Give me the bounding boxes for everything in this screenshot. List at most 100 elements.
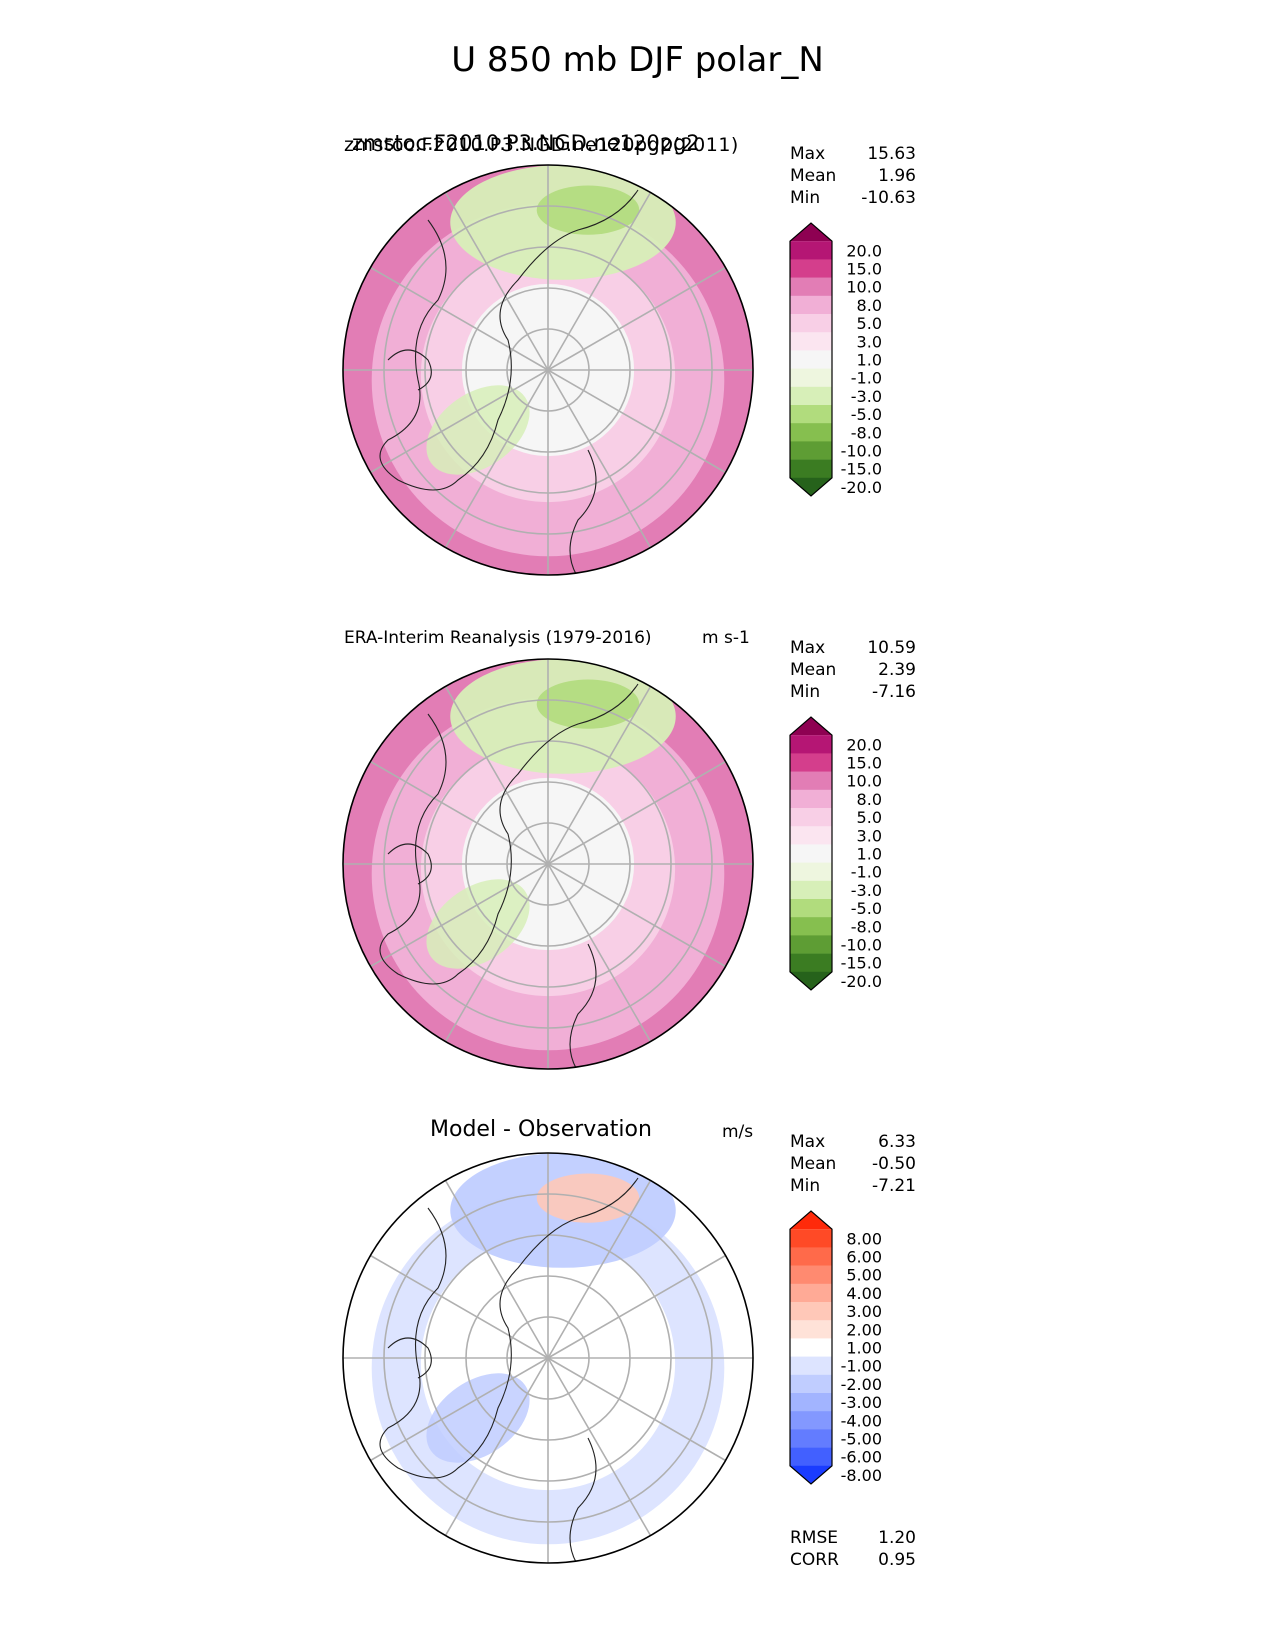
colorbar-tick-label: -2.00 — [841, 1375, 882, 1394]
colorbar-tick-label: -10.0 — [841, 936, 882, 955]
coastline — [569, 449, 599, 575]
coastline — [387, 349, 432, 391]
colorbar-segment — [790, 1374, 832, 1394]
colorbar-outline — [789, 222, 833, 497]
colorbar-segment — [790, 368, 832, 388]
meridian-line — [370, 1357, 549, 1462]
meridian-line — [370, 1254, 549, 1359]
colorbar-segment — [790, 1302, 832, 1321]
max-value: 6.33 — [878, 1132, 916, 1152]
field-region-upper-core — [536, 1173, 640, 1223]
colorbar-tick-label: 4.00 — [846, 1284, 882, 1303]
map-boundary — [342, 1152, 754, 1564]
colorbar-outline — [789, 716, 833, 991]
colorbar-segment — [790, 459, 832, 479]
colorbar-segment — [790, 1447, 832, 1467]
colorbar-tick-label: 15.0 — [846, 754, 882, 773]
min-label: Min — [790, 188, 821, 208]
meridian-line — [547, 192, 652, 371]
colorbar-extend-top — [790, 1211, 832, 1230]
colorbar-segment — [790, 1338, 832, 1357]
colorbar-segment — [790, 953, 832, 973]
colorbar-segment — [790, 1283, 832, 1303]
min-value: -7.21 — [872, 1176, 916, 1196]
panel-title: ERA-Interim Reanalysis (1979-2016) — [344, 628, 652, 648]
rmse-value: 1.20 — [878, 1528, 916, 1548]
max-value: 15.63 — [867, 144, 916, 164]
colorbar-diff: 8.006.005.004.003.002.001.00-1.00-2.00-3… — [789, 1210, 882, 1485]
colorbar-segment — [790, 844, 832, 863]
meridian-line — [547, 1357, 652, 1536]
colorbar-tick-label: -4.00 — [841, 1411, 882, 1430]
coastline — [387, 843, 432, 885]
coastline — [387, 1337, 432, 1379]
colorbar-segment — [790, 332, 832, 351]
max-label: Max — [790, 144, 826, 164]
meridian-line — [370, 863, 549, 968]
coastline — [569, 1437, 599, 1563]
colorbar-tick-label: -20.0 — [841, 972, 882, 991]
colorbar-segment — [790, 899, 832, 918]
colorbar-extend-bottom — [790, 1465, 832, 1484]
colorbar-tick-label: 6.00 — [846, 1248, 882, 1267]
panel-title: Model - Observation — [430, 1117, 652, 1142]
meridian-line — [370, 369, 549, 474]
colorbar-segment — [790, 314, 832, 333]
colorbar-segment — [790, 1320, 832, 1339]
colorbar-tick-label: -20.0 — [841, 478, 882, 497]
corr-label: CORR — [790, 1550, 839, 1570]
mean-label: Mean — [790, 1154, 837, 1174]
colorbar-tick-label: -1.00 — [841, 1357, 882, 1376]
panel-title: zmstoc.F2010.P3.NGD.ne120pg2 — [352, 131, 700, 155]
colorbar-tick-label: 1.0 — [857, 845, 882, 864]
meridian-line — [547, 1357, 726, 1462]
colorbar-tick-label: 5.0 — [857, 314, 882, 333]
mean-label: Mean — [790, 166, 837, 186]
colorbar-tick-label: 10.0 — [846, 772, 882, 791]
colorbar-segment — [790, 1393, 832, 1412]
colorbar-extend-top — [790, 223, 832, 242]
coastline — [379, 189, 639, 491]
meridian-line — [547, 369, 652, 548]
colorbar-tick-label: -3.0 — [851, 881, 882, 900]
colorbar-tick-label: -15.0 — [841, 460, 882, 479]
meridian-line — [547, 369, 726, 474]
colorbar-segment — [790, 935, 832, 954]
min-label: Min — [790, 682, 821, 702]
map-boundary — [342, 658, 754, 1070]
colorbar-tick-label: -3.0 — [851, 387, 882, 406]
meridian-line — [444, 1180, 549, 1359]
colorbar-tick-label: -3.00 — [841, 1393, 882, 1412]
colorbar-tick-label: -6.00 — [841, 1448, 882, 1467]
field-region-upper-core — [536, 679, 640, 729]
colorbar-tick-label: 10.0 — [846, 278, 882, 297]
map-boundary — [342, 164, 754, 576]
rmse-label: RMSE — [790, 1528, 839, 1548]
meridian-line — [444, 686, 549, 865]
colorbar-extend-bottom — [790, 477, 832, 496]
meridian-line — [444, 192, 549, 371]
colorbar-segment — [790, 771, 832, 791]
coastline — [379, 683, 639, 985]
colorbar-segment — [790, 241, 832, 260]
meridian-line — [547, 266, 726, 371]
colorbar-tick-label: 15.0 — [846, 260, 882, 279]
meridian-line — [444, 863, 549, 1042]
polar-map-diff — [342, 1152, 754, 1564]
colorbar-tick-label: -5.0 — [851, 405, 882, 424]
colorbar-tick-label: -8.0 — [851, 917, 882, 936]
colorbar-tick-label: 20.0 — [846, 241, 882, 260]
colorbar-tick-label: 8.0 — [857, 296, 882, 315]
colorbar-tick-label: 1.0 — [857, 351, 882, 370]
colorbar-segment — [790, 808, 832, 827]
panel-units: m s-1 — [702, 628, 750, 648]
meridian-line — [444, 1357, 549, 1536]
coastline — [379, 1177, 639, 1479]
colorbar-outline — [789, 1210, 833, 1485]
colorbar-segment — [790, 1247, 832, 1266]
polar-map-obs — [342, 658, 754, 1070]
colorbar-tick-label: 3.0 — [857, 332, 882, 351]
mean-label: Mean — [790, 660, 837, 680]
min-value: -10.63 — [861, 188, 916, 208]
